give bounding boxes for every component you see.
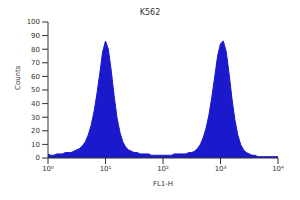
svg-text:100: 100: [27, 18, 40, 26]
svg-text:10³: 10³: [215, 165, 227, 173]
svg-text:10²: 10²: [157, 165, 169, 173]
svg-text:10⁴: 10⁴: [272, 165, 284, 173]
svg-text:Counts: Counts: [14, 65, 22, 90]
svg-text:80: 80: [31, 46, 40, 54]
svg-text:10⁰: 10⁰: [42, 165, 54, 173]
svg-text:0: 0: [36, 154, 40, 162]
svg-text:FL1-H: FL1-H: [153, 180, 173, 188]
svg-text:70: 70: [31, 59, 40, 67]
html-text:K562: K562: [139, 8, 161, 17]
svg-text:50: 50: [31, 86, 40, 94]
svg-text:20: 20: [31, 127, 40, 135]
svg-text:10¹: 10¹: [100, 165, 112, 173]
svg-text:60: 60: [31, 73, 40, 81]
svg-text:10: 10: [31, 141, 40, 149]
svg-text:90: 90: [31, 32, 40, 40]
svg-text:40: 40: [31, 100, 40, 108]
svg-text:30: 30: [31, 114, 40, 122]
